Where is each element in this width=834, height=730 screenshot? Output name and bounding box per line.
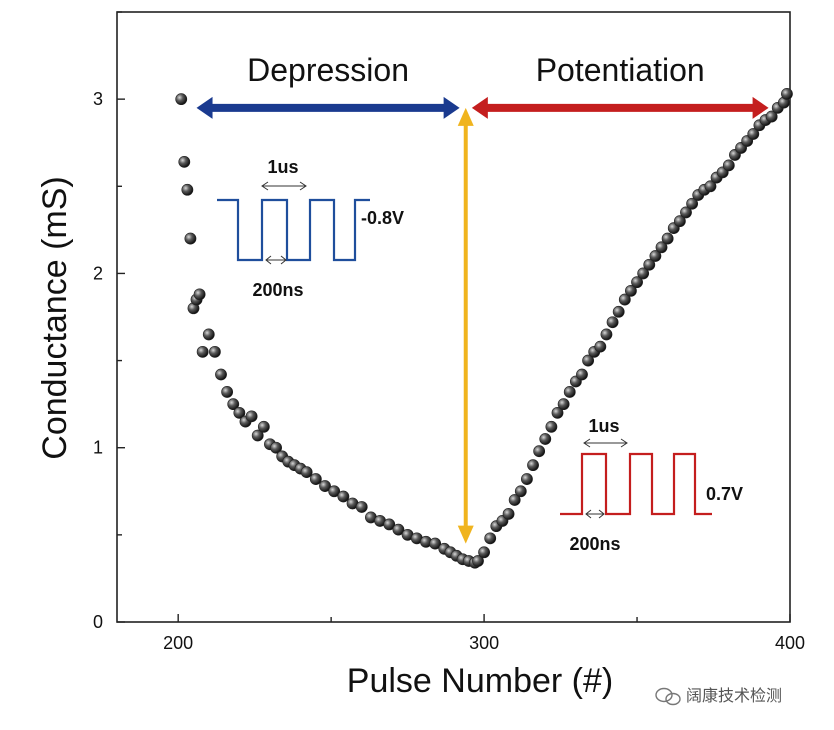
data-point-depression [392, 523, 405, 536]
data-point-depression [175, 93, 188, 106]
data-point-potentiation [484, 532, 497, 545]
depression-width-marker [261, 181, 307, 265]
data-point-depression [337, 490, 350, 503]
data-point-depression [208, 345, 221, 358]
wechat-icon [655, 687, 681, 706]
data-point-potentiation [551, 406, 564, 419]
data-point-potentiation [673, 215, 686, 228]
data-point-potentiation [478, 546, 490, 559]
data-point-depression [429, 537, 442, 550]
data-point-potentiation [655, 241, 668, 254]
data-point-potentiation [594, 340, 607, 353]
depression-pulse-inset: 1us 200ns -0.8V [217, 157, 404, 300]
data-point-potentiation [545, 420, 558, 433]
data-point-potentiation [527, 459, 539, 472]
watermark-text: 阔康技术检测 [686, 686, 782, 705]
depression-pulse-waveform [217, 198, 370, 262]
data-point-depression [181, 183, 194, 196]
x-tick-label: 300 [469, 633, 499, 653]
data-point-depression [257, 420, 270, 433]
divider-arrow [457, 107, 474, 544]
data-point-potentiation [618, 293, 631, 306]
potentiation-interval: 200ns [569, 534, 620, 554]
data-point-depression [383, 518, 396, 531]
data-point-depression [233, 406, 246, 419]
data-point-potentiation [533, 445, 546, 458]
watermark: 阔康技术检测 [655, 686, 782, 706]
depression-interval: 200ns [252, 280, 303, 300]
data-point-potentiation [600, 328, 613, 341]
data-point-potentiation [781, 88, 793, 100]
y-tick-label: 0 [93, 612, 103, 632]
data-point-potentiation [502, 508, 515, 520]
potentiation-width-marker [583, 438, 628, 519]
depression-pulse-width: 1us [267, 157, 298, 177]
data-point-potentiation [576, 368, 588, 381]
data-point-potentiation [612, 305, 625, 318]
potentiation-pulse-width: 1us [588, 416, 619, 436]
y-axis-title: Conductance (mS) [36, 176, 74, 459]
x-tick-label: 200 [163, 633, 193, 653]
data-point-potentiation [747, 128, 760, 140]
data-point-depression [319, 480, 331, 492]
data-point-depression [309, 473, 322, 485]
data-point-depression [193, 288, 206, 301]
data-point-potentiation [472, 555, 484, 567]
data-point-potentiation [521, 473, 533, 485]
data-point-depression [227, 398, 240, 411]
potentiation-pulse-waveform [560, 452, 712, 516]
potentiation-label: Potentiation [536, 52, 705, 88]
data-point-potentiation [649, 250, 662, 262]
depression-arrow [196, 96, 460, 119]
data-point-potentiation [722, 159, 735, 172]
y-tick-label: 1 [93, 438, 103, 458]
potentiation-arrow [471, 96, 769, 119]
x-tick-label: 400 [775, 633, 805, 653]
data-point-potentiation [704, 180, 717, 193]
data-point-depression [270, 441, 282, 454]
data-point-depression [245, 410, 258, 423]
data-point-depression [178, 155, 191, 168]
data-point-depression [355, 501, 368, 513]
depression-amplitude: -0.8V [361, 208, 404, 228]
data-point-potentiation [508, 494, 521, 506]
data-point-depression [196, 345, 209, 358]
data-point-potentiation [625, 284, 637, 297]
potentiation-amplitude: 0.7V [706, 484, 743, 504]
data-point-potentiation [539, 433, 552, 445]
data-point-potentiation [557, 398, 570, 411]
y-tick-label: 3 [93, 89, 103, 109]
data-point-potentiation [514, 485, 527, 498]
data-point-depression [300, 466, 313, 479]
data-point-potentiation [686, 197, 699, 210]
depression-label: Depression [247, 52, 409, 88]
plot-frame [116, 11, 791, 623]
potentiation-pulse-inset: 1us 200ns 0.7V [560, 416, 743, 554]
data-point-depression [184, 232, 197, 245]
data-point-potentiation [643, 258, 656, 271]
data-point-potentiation [606, 316, 619, 329]
data-point-depression [202, 328, 215, 341]
data-point-potentiation [582, 354, 594, 367]
data-point-potentiation [680, 206, 692, 219]
data-point-potentiation [661, 232, 674, 245]
data-point-potentiation [637, 267, 650, 280]
data-point-depression [221, 386, 234, 398]
data-point-depression [215, 368, 227, 381]
data-point-potentiation [631, 276, 643, 289]
data-point-potentiation [765, 110, 778, 123]
data-point-potentiation [563, 386, 576, 398]
data-point-depression [328, 485, 341, 498]
data-point-depression [251, 429, 264, 442]
x-axis-title: Pulse Number (#) [347, 662, 613, 700]
y-tick-label: 2 [93, 263, 103, 283]
